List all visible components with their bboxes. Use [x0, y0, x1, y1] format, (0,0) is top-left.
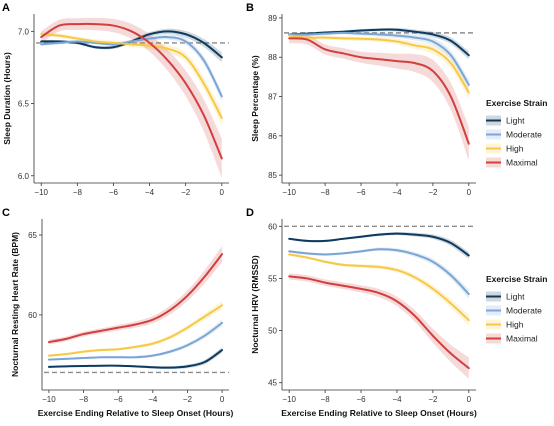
- legend-label-moderate: Moderate: [506, 130, 542, 140]
- panel-D: D 45 50 55 60 −10 −8 −6 −4 −2 0 Nocturnal HRV (RMSS…: [246, 207, 477, 418]
- legend-label-maximal: Maximal: [506, 158, 538, 168]
- x-tick-label: −2: [428, 395, 438, 404]
- panel-C: C 60 65 −10 −8 −6 −4 −2 0 Nocturnal Resting Heart…: [2, 207, 233, 418]
- x-tick-label: −6: [114, 395, 124, 404]
- legend-label-light: Light: [506, 292, 525, 302]
- x-tick-label: −10: [34, 188, 48, 197]
- x-tick-label: −4: [392, 395, 402, 404]
- ci-band-high: [48, 301, 223, 357]
- ci-band-maximal: [48, 246, 223, 345]
- panel-letter: A: [2, 2, 10, 14]
- y-tick-label: 60: [28, 311, 37, 320]
- y-axis-title: Sleep Duration (Hours): [2, 52, 12, 145]
- y-tick-label: 60: [268, 222, 277, 231]
- y-tick-label: 7.0: [18, 27, 30, 36]
- series-line-maximal: [288, 37, 470, 145]
- legend: Exercise Strain Light Moderate High Maximal: [486, 274, 547, 344]
- x-axis-title: Exercise Ending Relative to Sleep Onset …: [281, 408, 477, 418]
- y-tick-label: 6.5: [18, 100, 30, 109]
- x-tick-label: −2: [183, 395, 193, 404]
- x-tick-label: 0: [220, 188, 225, 197]
- x-tick-label: −10: [42, 395, 56, 404]
- x-tick-label: −4: [392, 188, 402, 197]
- x-tick-label: 0: [467, 395, 472, 404]
- y-tick-label: 55: [268, 274, 277, 283]
- x-tick-label: −8: [321, 395, 331, 404]
- x-tick-label: −4: [148, 395, 158, 404]
- y-tick-label: 50: [268, 327, 277, 336]
- x-tick-label: 0: [467, 188, 472, 197]
- series-line-light: [288, 28, 470, 57]
- series-line-maximal: [40, 22, 223, 160]
- legend-title: Exercise Strain: [486, 274, 547, 284]
- panel-letter: B: [246, 2, 254, 14]
- y-axis-title: Sleep Percentage (%): [250, 55, 260, 142]
- series-line-high: [288, 253, 470, 322]
- series-line-light: [288, 232, 470, 257]
- x-tick-label: −8: [79, 395, 89, 404]
- ci-band-maximal: [289, 273, 469, 379]
- panel-letter: C: [2, 207, 10, 219]
- x-axis-title: Exercise Ending Relative to Sleep Onset …: [38, 408, 234, 418]
- y-tick-label: 45: [268, 379, 277, 388]
- series-line-high: [47, 304, 224, 357]
- ci-band-high: [41, 32, 222, 126]
- legend-title: Exercise Strain: [486, 98, 547, 108]
- y-axis-title: Nocturnal HRV (RMSSD): [250, 255, 260, 354]
- ci-band-moderate: [48, 319, 223, 361]
- panel-letter: D: [246, 207, 254, 219]
- y-tick-label: 88: [268, 53, 277, 62]
- series-line-maximal: [288, 275, 470, 370]
- legend-label-moderate: Moderate: [506, 306, 542, 316]
- y-axis-title: Nocturnal Resting Heart Rate (BPM): [10, 232, 20, 377]
- y-tick-label: 65: [28, 231, 37, 240]
- x-tick-label: −10: [282, 188, 296, 197]
- x-tick-label: −4: [145, 188, 155, 197]
- x-tick-label: −6: [356, 188, 366, 197]
- legend-label-maximal: Maximal: [506, 334, 538, 344]
- y-tick-label: 87: [268, 93, 277, 102]
- x-tick-label: −8: [73, 188, 83, 197]
- series-line-maximal: [47, 253, 224, 344]
- series-line-moderate: [288, 248, 470, 296]
- series-line-moderate: [288, 31, 470, 86]
- panel-B: B 85 86 87 88 89 −10 −8 −6 −4 −2 0 Sleep Percentage …: [246, 2, 476, 197]
- series-line-high: [40, 33, 223, 119]
- x-tick-label: −8: [321, 188, 331, 197]
- x-tick-label: −2: [428, 188, 438, 197]
- legend-label-high: High: [506, 320, 524, 330]
- legend: Exercise Strain Light Moderate High Maximal: [486, 98, 547, 168]
- series-line-moderate: [40, 36, 223, 98]
- legend-label-light: Light: [506, 116, 525, 126]
- y-tick-label: 85: [268, 171, 277, 180]
- x-tick-label: −6: [109, 188, 119, 197]
- series-line-light: [47, 349, 224, 369]
- x-tick-label: −6: [356, 395, 366, 404]
- x-tick-label: −10: [282, 395, 296, 404]
- x-tick-label: −2: [181, 188, 191, 197]
- x-tick-label: 0: [220, 395, 225, 404]
- y-tick-label: 89: [268, 14, 277, 23]
- y-tick-label: 86: [268, 132, 277, 141]
- series-line-high: [288, 34, 470, 94]
- legend-label-high: High: [506, 144, 524, 154]
- ci-band-high: [289, 33, 469, 100]
- y-tick-label: 6.0: [18, 172, 30, 181]
- series-line-moderate: [47, 321, 224, 361]
- panel-A: A 6.0 6.5 7.0 −10 −8 −6 −4 −2 0 Sleep Duration (Ho…: [2, 2, 229, 197]
